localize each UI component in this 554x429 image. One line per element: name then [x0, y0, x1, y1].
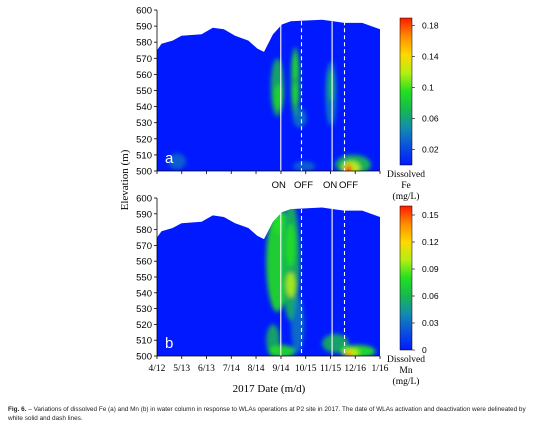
y-tick-label: 570	[136, 54, 152, 65]
x-tick-label: 10/15	[295, 364, 317, 374]
y-tick-label: 550	[136, 273, 152, 284]
colorbar-title: Fe	[401, 181, 411, 191]
x-tick-label: 9/14	[273, 364, 290, 374]
plume-blob	[290, 296, 305, 353]
plume-blob	[345, 164, 353, 172]
colorbar-tick-label: 0.06	[422, 114, 439, 124]
caption-prefix: Fig. 6.	[8, 406, 27, 413]
figure: Elevation (m) 500 510 520 530 540 550 560 570 58…	[119, 6, 439, 396]
plume-blob	[293, 108, 307, 128]
colorbar-tick-label: 0.09	[422, 264, 439, 274]
x-tick-label: 11/15	[320, 364, 342, 374]
y-tick-label: 530	[136, 118, 152, 129]
x-tick-label: 6/13	[198, 364, 215, 374]
figure-caption: Fig. 6. – Variations of dissolved Fe (a)…	[8, 405, 528, 423]
colorbar-tick-label: 0	[422, 345, 427, 355]
concentration-plumes	[266, 207, 376, 356]
event-label: ON	[323, 180, 337, 191]
event-label: ON	[272, 180, 286, 191]
y-tick-label: 530	[136, 304, 152, 315]
panel-b: 500 510 520 530 540 550 560 570 580 590 600 4/12 5/1…	[136, 194, 439, 388]
x-axis-label: 2017 Date (m/d)	[233, 383, 306, 395]
y-tick-label: 510	[136, 336, 152, 347]
colorbar-title: Dissolved	[387, 170, 425, 180]
y-axis-label: Elevation (m)	[119, 149, 131, 210]
y-tick-label: 600	[136, 6, 152, 17]
plume-blob	[293, 161, 316, 171]
colorbar-title: (mg/L)	[393, 376, 420, 387]
x-tick-label: 5/13	[173, 364, 190, 374]
y-tick-label: 570	[136, 241, 152, 252]
y-tick-label: 560	[136, 70, 152, 81]
panel-label: a	[165, 150, 174, 167]
y-tick-label: 600	[136, 194, 152, 205]
plume-blob	[268, 345, 296, 356]
plume-blob	[322, 333, 349, 353]
y-tick-label: 580	[136, 38, 152, 49]
plume-blob	[346, 351, 352, 356]
plume-blob	[328, 69, 334, 102]
x-tick-label: 4/12	[149, 364, 166, 374]
y-tick-label: 560	[136, 257, 152, 268]
caption-text: – Variations of dissolved Fe (a) and Mn …	[8, 406, 526, 422]
x-tick-label: 8/14	[248, 364, 265, 374]
plume-blob	[274, 84, 283, 110]
event-label: OFF	[339, 180, 358, 191]
panel-label: b	[165, 335, 173, 352]
y-tick-label: 500	[136, 167, 152, 178]
plume-blob	[286, 272, 296, 298]
y-tick-label: 550	[136, 86, 152, 97]
x-tick-label: 12/16	[344, 364, 366, 374]
event-labels: ON OFF ON OFF	[272, 180, 359, 191]
plume-blob	[286, 223, 296, 268]
colorbar	[399, 17, 413, 166]
colorbar-tick-label: 0.15	[422, 210, 439, 220]
y-tick-label: 510	[136, 150, 152, 161]
plume-blob	[292, 53, 298, 80]
colorbar	[399, 205, 413, 351]
y-tick-label: 590	[136, 209, 152, 220]
colorbar-tick-label: 0.18	[422, 21, 439, 31]
y-tick-label: 540	[136, 288, 152, 299]
x-tick-label: 7/14	[223, 364, 240, 374]
y-tick-label: 520	[136, 134, 152, 145]
colorbar-tick-label: 0.03	[422, 318, 439, 328]
y-tick-label: 520	[136, 320, 152, 331]
panel-a: 500 510 520 530 540 550 560 570 580 590 600 a 0.02 0.…	[136, 6, 439, 203]
y-tick-label: 580	[136, 225, 152, 236]
y-tick-label: 540	[136, 102, 152, 113]
colorbar-title: (mg/L)	[393, 191, 420, 202]
water-column-area	[157, 19, 380, 172]
event-label: OFF	[294, 180, 313, 191]
y-tick-label: 500	[136, 352, 152, 363]
colorbar-title: Mn	[399, 366, 412, 376]
colorbar-title: Dissolved	[387, 355, 425, 365]
y-tick-label: 590	[136, 22, 152, 33]
colorbar-tick-label: 0.02	[422, 145, 439, 155]
colorbar-tick-label: 0.06	[422, 291, 439, 301]
colorbar-tick-label: 0.14	[422, 52, 439, 62]
x-tick-label: 1/16	[372, 364, 389, 374]
plume-blob	[168, 153, 187, 170]
plume-blob	[292, 82, 298, 105]
colorbar-tick-label: 0.1	[422, 83, 434, 93]
colorbar-tick-label: 0.12	[422, 237, 439, 247]
